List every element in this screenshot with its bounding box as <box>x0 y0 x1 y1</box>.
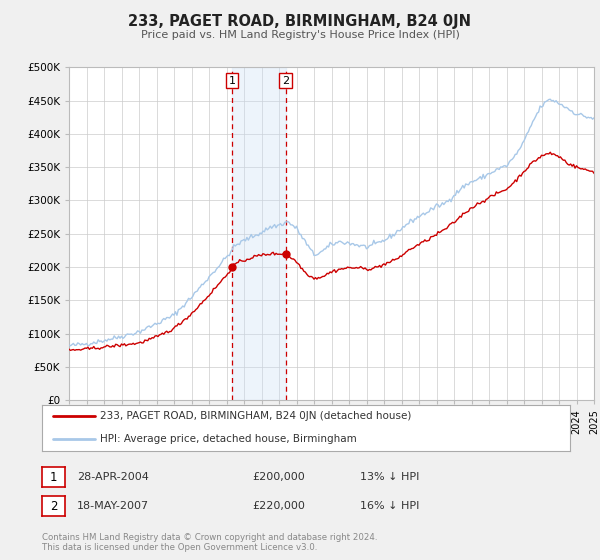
Text: Contains HM Land Registry data © Crown copyright and database right 2024.: Contains HM Land Registry data © Crown c… <box>42 533 377 542</box>
Text: 16% ↓ HPI: 16% ↓ HPI <box>360 501 419 511</box>
Text: This data is licensed under the Open Government Licence v3.0.: This data is licensed under the Open Gov… <box>42 543 317 552</box>
Text: 2: 2 <box>50 500 57 513</box>
Text: Price paid vs. HM Land Registry's House Price Index (HPI): Price paid vs. HM Land Registry's House … <box>140 30 460 40</box>
Text: £200,000: £200,000 <box>252 472 305 482</box>
Text: 28-APR-2004: 28-APR-2004 <box>77 472 149 482</box>
Text: HPI: Average price, detached house, Birmingham: HPI: Average price, detached house, Birm… <box>100 435 357 444</box>
Text: 1: 1 <box>50 470 57 484</box>
Text: 2: 2 <box>282 76 289 86</box>
Text: 233, PAGET ROAD, BIRMINGHAM, B24 0JN (detached house): 233, PAGET ROAD, BIRMINGHAM, B24 0JN (de… <box>100 412 412 421</box>
Text: 13% ↓ HPI: 13% ↓ HPI <box>360 472 419 482</box>
Text: £220,000: £220,000 <box>252 501 305 511</box>
Text: 1: 1 <box>229 76 236 86</box>
Text: 18-MAY-2007: 18-MAY-2007 <box>77 501 149 511</box>
Bar <box>232 67 286 400</box>
Text: 233, PAGET ROAD, BIRMINGHAM, B24 0JN: 233, PAGET ROAD, BIRMINGHAM, B24 0JN <box>128 14 472 29</box>
